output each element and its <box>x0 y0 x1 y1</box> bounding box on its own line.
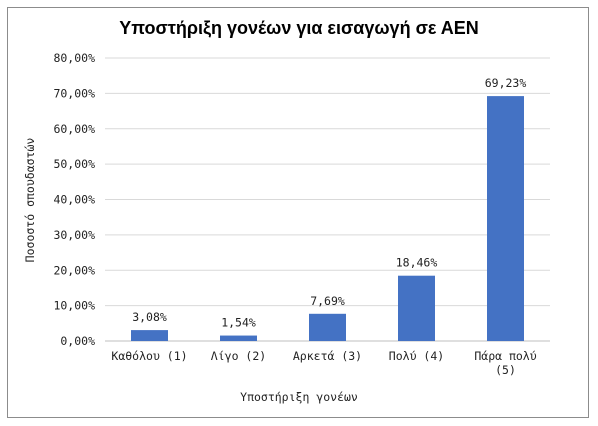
data-labels: 3,08% 1,54% 7,69% 18,46% 69,23% <box>132 76 526 329</box>
y-tick-label: 60,00% <box>53 122 95 136</box>
x-tick-label: Καθόλου (1) <box>111 349 187 363</box>
bar <box>131 330 168 341</box>
y-tick-label: 80,00% <box>53 51 95 65</box>
y-tick-label: 0,00% <box>60 334 95 348</box>
bar <box>398 275 435 341</box>
y-axis-label: Ποσοστό σπουδαστών <box>23 138 37 263</box>
y-tick-label: 70,00% <box>53 86 95 100</box>
data-label: 18,46% <box>396 256 438 270</box>
y-tick-label: 50,00% <box>53 157 95 171</box>
data-label: 3,08% <box>132 310 167 324</box>
y-axis-ticks: 0,00% 10,00% 20,00% 30,00% 40,00% 50,00% 60,00… <box>53 51 95 348</box>
y-tick-label: 30,00% <box>53 228 95 242</box>
gridlines <box>105 57 550 342</box>
x-tick-label: Πάρα πολύ (5) <box>474 349 536 377</box>
bar <box>220 335 257 341</box>
x-tick-label: Λίγο (2) <box>211 349 266 363</box>
data-label: 69,23% <box>485 76 527 90</box>
bars <box>131 96 524 341</box>
x-axis-label: Υποστήριξη γονέων <box>240 390 358 404</box>
data-label: 7,69% <box>310 294 345 308</box>
chart-title: Υποστήριξη γονέων για εισαγωγή σε ΑΕΝ <box>119 18 479 38</box>
data-label: 1,54% <box>221 316 256 330</box>
x-axis-ticks: Καθόλου (1) Λίγο (2) Αρκετά (3) Πολύ (4) Πάρ… <box>111 349 536 377</box>
y-tick-label: 10,00% <box>53 299 95 313</box>
x-tick-label: Πολύ (4) <box>389 349 444 363</box>
y-tick-label: 20,00% <box>53 263 95 277</box>
x-tick-label: Αρκετά (3) <box>293 349 362 363</box>
bar <box>487 96 524 341</box>
bar <box>309 313 346 341</box>
y-tick-label: 40,00% <box>53 193 95 207</box>
